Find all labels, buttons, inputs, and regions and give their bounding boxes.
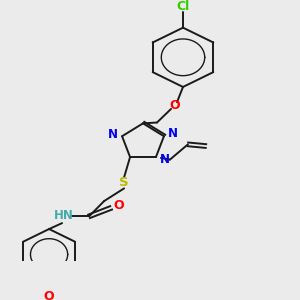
Text: O: O: [114, 199, 124, 212]
Text: Cl: Cl: [176, 0, 190, 13]
Text: HN: HN: [54, 209, 74, 222]
Text: O: O: [44, 290, 54, 300]
Text: O: O: [170, 99, 180, 112]
Text: S: S: [119, 176, 129, 189]
Text: N: N: [168, 127, 178, 140]
Text: N: N: [108, 128, 118, 141]
Text: N: N: [160, 153, 170, 166]
